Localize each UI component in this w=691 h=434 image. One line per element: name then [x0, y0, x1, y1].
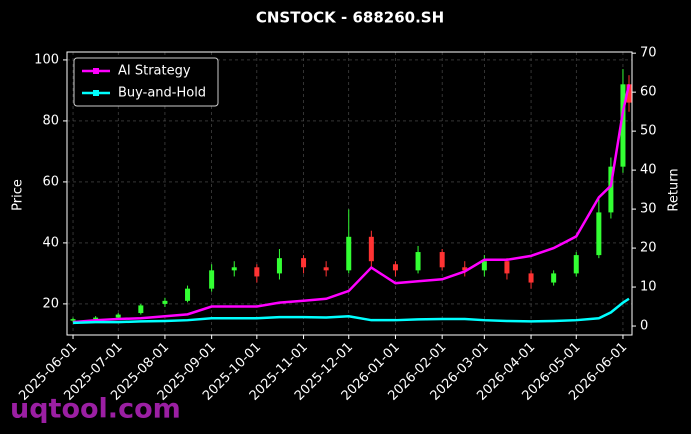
legend-label: Buy-and-Hold [118, 86, 206, 101]
candle-body [573, 255, 579, 274]
candle-body [162, 300, 168, 304]
series-line [72, 84, 631, 324]
candle-body [620, 84, 626, 167]
y2-tick-label: 20 [640, 241, 657, 256]
y2-tick-label: 70 [640, 46, 657, 61]
candle-body [439, 252, 445, 268]
y-tick-label: 40 [42, 235, 59, 250]
candle-body [504, 261, 510, 274]
candle-body [138, 305, 144, 314]
y2-tick-label: 50 [640, 124, 657, 139]
y2-tick-label: 10 [640, 280, 657, 295]
y2-tick-label: 0 [640, 319, 648, 334]
y2-tick-label: 30 [640, 202, 657, 217]
candle-body [481, 261, 487, 271]
legend-label: AI Strategy [118, 64, 191, 79]
candle-body [185, 288, 191, 301]
y-axis-label: Price [11, 179, 26, 211]
y2-axis-label: Return [667, 168, 682, 211]
y2-tick-label: 60 [640, 85, 657, 100]
y-tick-label: 20 [42, 296, 59, 311]
candle-body [323, 267, 329, 271]
candle-body [608, 166, 614, 213]
candle-body [596, 212, 602, 256]
candle-body [415, 252, 421, 271]
candle-body [276, 258, 282, 274]
y2-tick-label: 40 [640, 163, 657, 178]
candle-body [70, 319, 76, 321]
candle-body [209, 270, 215, 289]
legend-marker [93, 90, 99, 96]
watermark: uqtool.com [10, 394, 181, 425]
legend-marker [93, 68, 99, 74]
candle-body [462, 267, 468, 271]
candle-body [231, 267, 237, 271]
candle-body [392, 264, 398, 271]
y-tick-label: 80 [42, 113, 59, 128]
candle-body [368, 236, 374, 262]
plot-frame [66, 51, 633, 336]
series-line [72, 297, 630, 325]
y-tick-label: 100 [34, 52, 59, 67]
candle-body [346, 236, 352, 271]
candle-body [551, 273, 557, 283]
candle-body [528, 273, 534, 283]
candle-body [254, 267, 260, 277]
candle-body [626, 84, 632, 103]
y-tick-label: 60 [42, 174, 59, 189]
candle-body [93, 317, 99, 320]
candle-body [301, 258, 307, 268]
chart-title: CNSTOCK - 688260.SH [256, 9, 444, 27]
candle-body [115, 314, 121, 318]
